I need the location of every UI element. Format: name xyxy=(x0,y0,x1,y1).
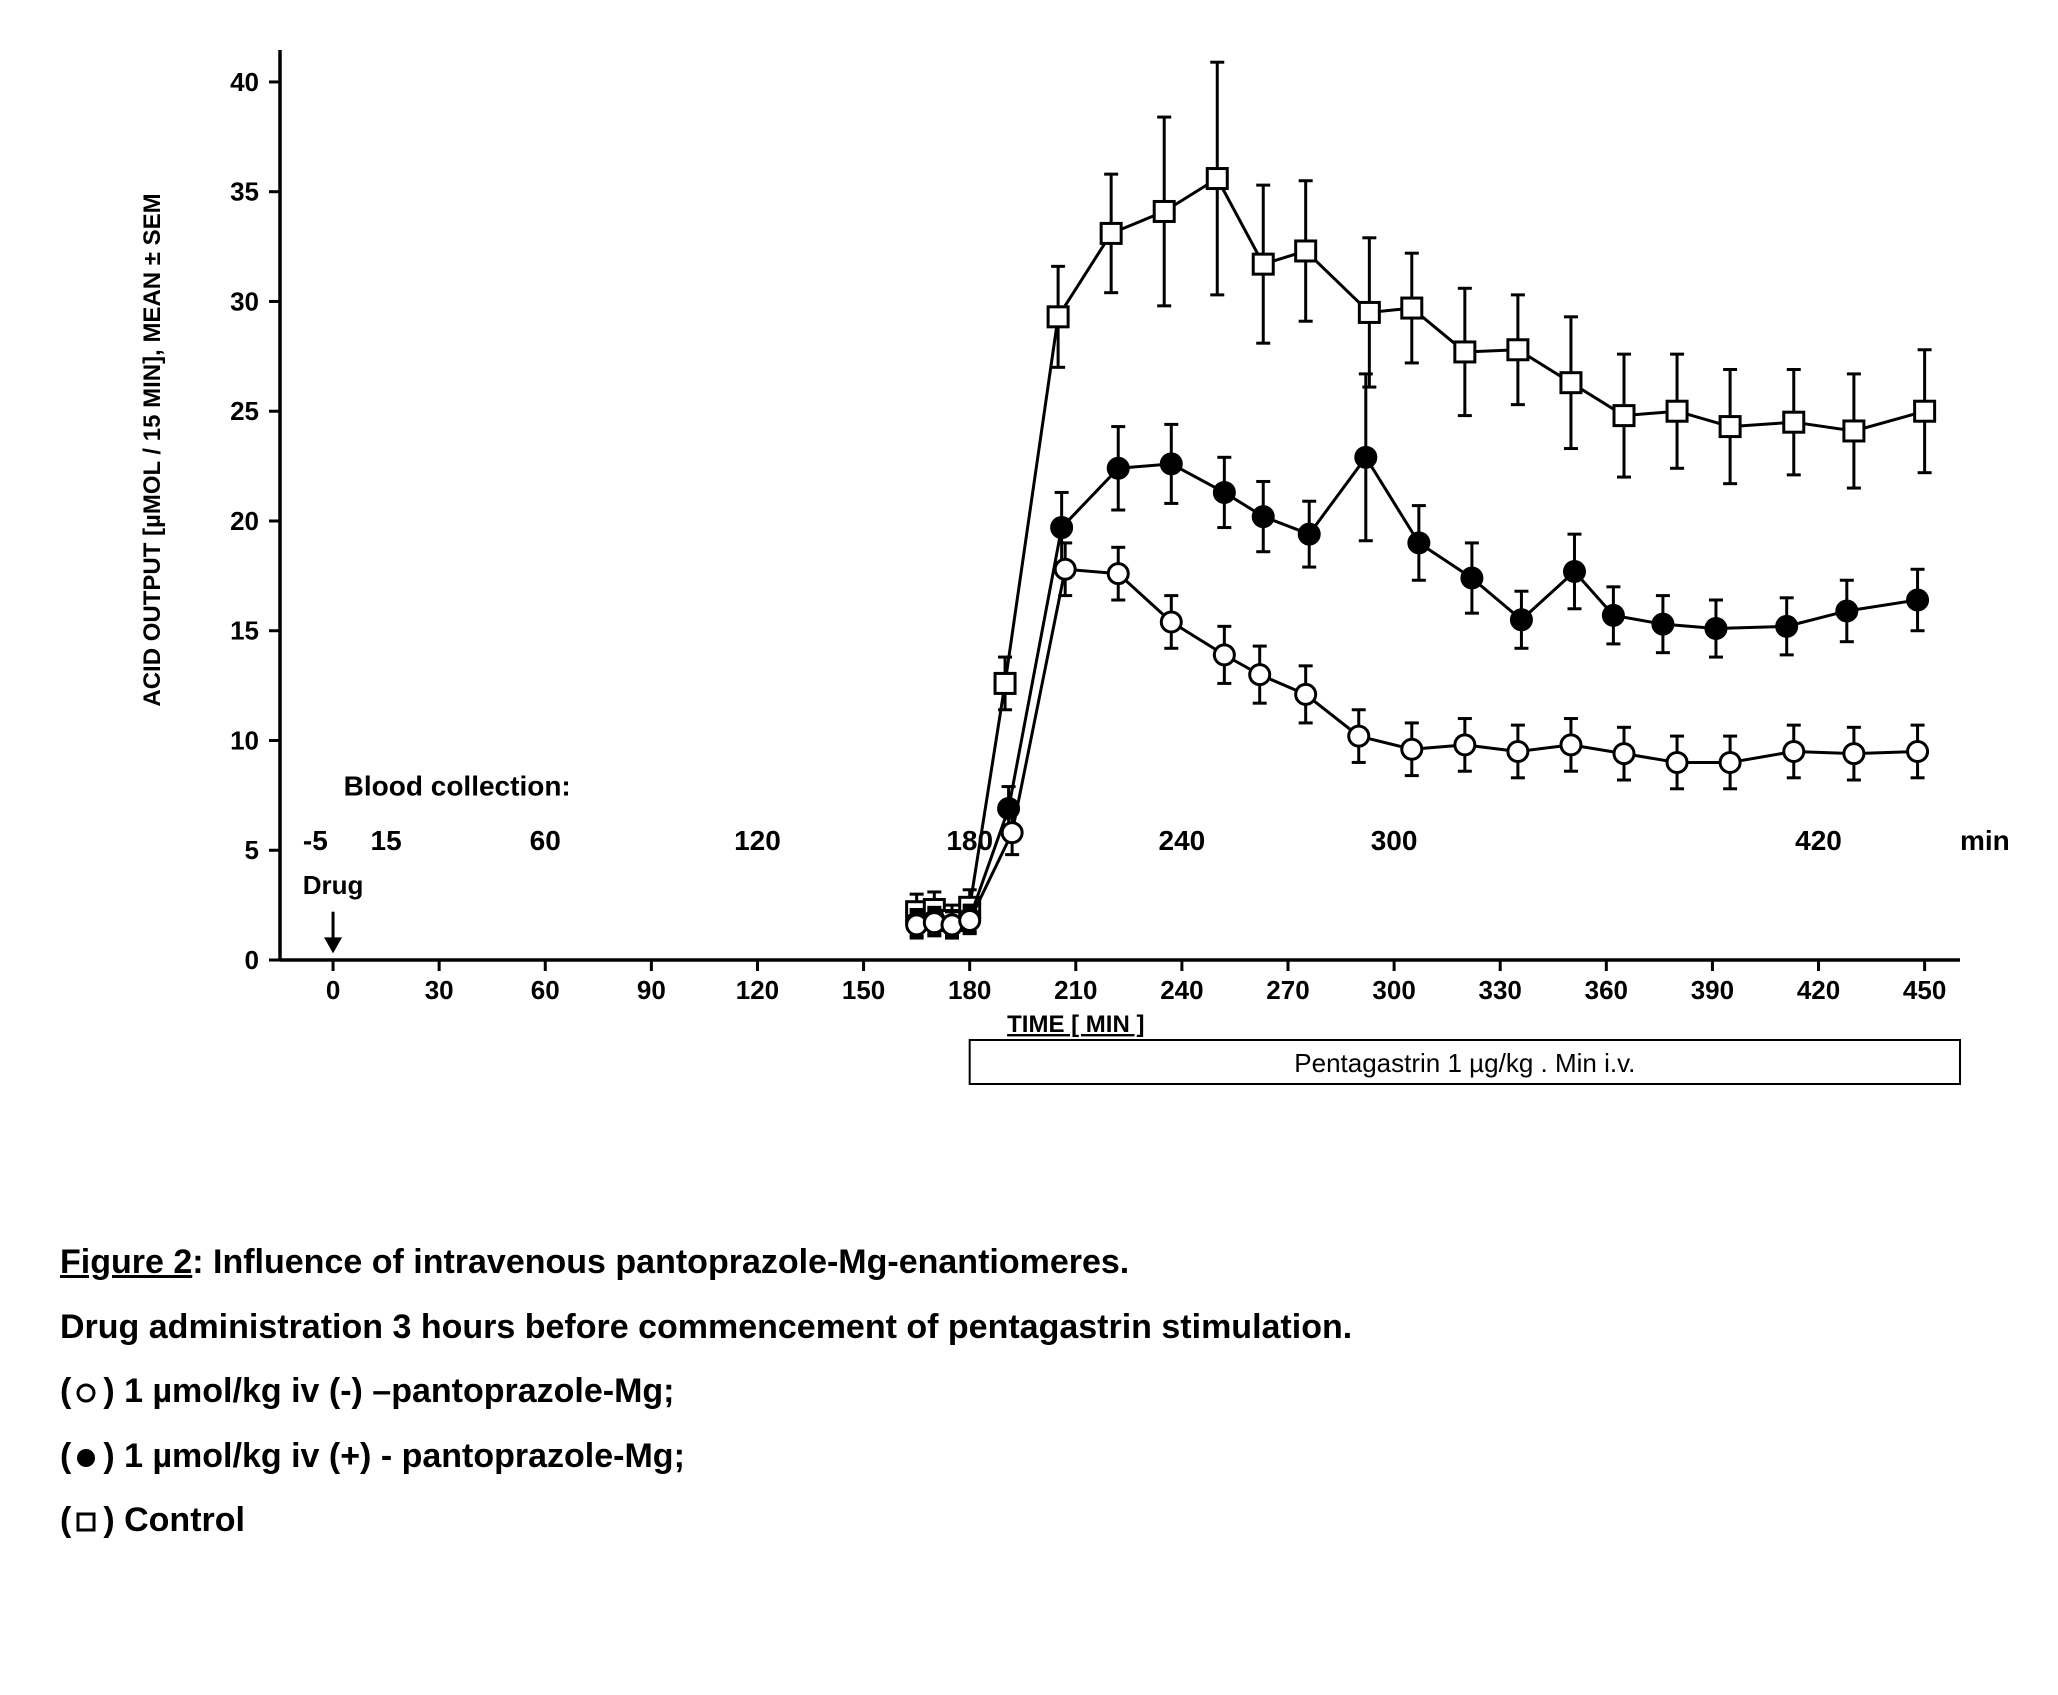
figure-caption: Figure 2: Influence of intravenous panto… xyxy=(60,1230,1910,1553)
svg-text:15: 15 xyxy=(371,825,402,856)
legend-row-1: () 1 µmol/kg iv (+) - pantoprazole-Mg; xyxy=(60,1424,1910,1489)
svg-text:20: 20 xyxy=(230,506,259,536)
svg-text:5: 5 xyxy=(245,835,259,865)
svg-text:Pentagastrin 1 µg/kg . Min i.v: Pentagastrin 1 µg/kg . Min i.v. xyxy=(1294,1048,1635,1078)
svg-text:min: min xyxy=(1960,825,2010,856)
svg-text:ACID OUTPUT [µMOL / 15 MIN], M: ACID OUTPUT [µMOL / 15 MIN], MEAN ± SEM xyxy=(139,193,166,706)
svg-text:330: 330 xyxy=(1479,975,1522,1005)
svg-text:120: 120 xyxy=(734,825,781,856)
svg-text:35: 35 xyxy=(230,177,259,207)
svg-text:Drug: Drug xyxy=(303,870,364,900)
svg-text:60: 60 xyxy=(530,825,561,856)
series-minus-pantoprazole xyxy=(907,543,1928,938)
svg-text:180: 180 xyxy=(946,825,993,856)
svg-text:-5: -5 xyxy=(303,825,328,856)
svg-text:240: 240 xyxy=(1160,975,1203,1005)
svg-text:300: 300 xyxy=(1371,825,1418,856)
svg-text:390: 390 xyxy=(1691,975,1734,1005)
svg-text:30: 30 xyxy=(425,975,454,1005)
legend-row-2: () Control xyxy=(60,1488,1910,1553)
svg-text:180: 180 xyxy=(948,975,991,1005)
svg-text:Blood collection:: Blood collection: xyxy=(344,770,571,801)
open-square-icon xyxy=(75,1511,97,1533)
svg-text:TIME [ MIN ]: TIME [ MIN ] xyxy=(1007,1011,1144,1038)
open-circle-icon xyxy=(75,1382,97,1404)
legend-row-0: () 1 µmol/kg iv (-) –pantoprazole-Mg; xyxy=(60,1359,1910,1424)
svg-text:360: 360 xyxy=(1585,975,1628,1005)
svg-text:40: 40 xyxy=(230,67,259,97)
filled-circle-icon xyxy=(75,1447,97,1469)
caption-line2: Drug administration 3 hours before comme… xyxy=(60,1295,1910,1360)
svg-text:120: 120 xyxy=(736,975,779,1005)
figure-label: Figure 2 xyxy=(60,1243,192,1281)
svg-text:420: 420 xyxy=(1797,975,1840,1005)
svg-text:30: 30 xyxy=(230,286,259,316)
svg-text:0: 0 xyxy=(326,975,340,1005)
svg-text:0: 0 xyxy=(245,945,259,975)
svg-text:150: 150 xyxy=(842,975,885,1005)
svg-text:270: 270 xyxy=(1266,975,1309,1005)
svg-text:25: 25 xyxy=(230,396,259,426)
svg-text:300: 300 xyxy=(1372,975,1415,1005)
figure-title-rest: : Influence of intravenous pantoprazole-… xyxy=(192,1243,1129,1281)
svg-text:420: 420 xyxy=(1795,825,1842,856)
svg-text:210: 210 xyxy=(1054,975,1097,1005)
svg-text:60: 60 xyxy=(531,975,560,1005)
acid-output-chart: 0 5 10 15 20 25 30 35 40 0 30 60 90 120 150 180 210 240 27… xyxy=(80,20,2030,1180)
svg-text:450: 450 xyxy=(1903,975,1946,1005)
svg-text:240: 240 xyxy=(1159,825,1206,856)
svg-text:10: 10 xyxy=(230,725,259,755)
svg-text:15: 15 xyxy=(230,616,259,646)
svg-text:90: 90 xyxy=(637,975,666,1005)
